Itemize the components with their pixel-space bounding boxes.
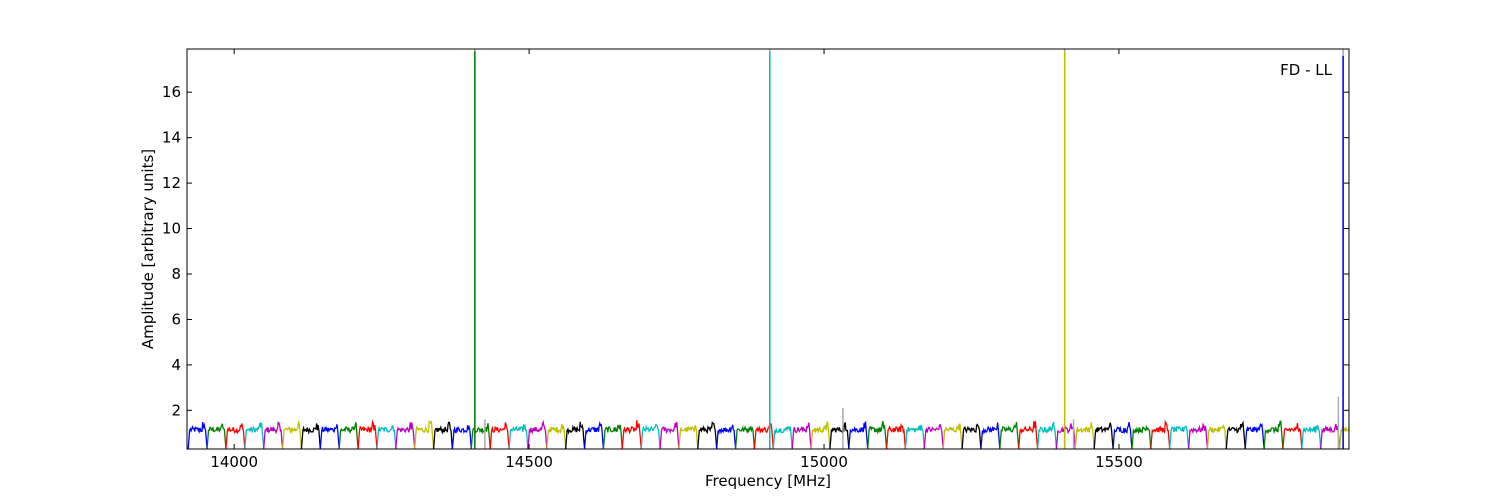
channel-series	[1131, 424, 1152, 450]
channel-series	[659, 421, 680, 450]
channel-series	[904, 424, 925, 450]
channel-series	[734, 425, 756, 450]
channel-series	[1018, 421, 1039, 450]
y-axis-label: Amplitude [arbitrary units]	[139, 149, 157, 349]
x-axis-label: Frequency [MHz]	[705, 472, 831, 490]
channel-series	[1093, 422, 1114, 450]
y-tick-label: 12	[162, 174, 181, 192]
channel-series	[1338, 425, 1350, 450]
x-tick-label: 15000	[800, 453, 848, 471]
series-layer	[187, 419, 1350, 450]
channel-series	[451, 424, 472, 450]
spike-layer	[474, 49, 1344, 449]
channel-series	[980, 422, 1001, 450]
channel-series	[527, 419, 548, 450]
plot-frame	[186, 48, 1350, 450]
channel-series	[791, 422, 812, 450]
channel-series	[999, 421, 1020, 450]
channel-series	[1150, 419, 1171, 450]
y-tick-label: 10	[162, 220, 181, 238]
plot-annotation: FD - LL	[1280, 61, 1332, 79]
y-tick-label: 8	[171, 265, 181, 283]
channel-series	[1187, 422, 1209, 450]
channel-series	[1074, 422, 1095, 450]
channel-series	[1301, 423, 1322, 450]
channel-series	[640, 424, 661, 450]
channel-series	[357, 419, 378, 450]
y-tick-label: 6	[171, 310, 181, 328]
channel-series	[1263, 420, 1284, 450]
channel-series	[263, 421, 284, 450]
channel-series	[848, 421, 869, 450]
channel-series	[414, 419, 435, 450]
x-tick-label: 14500	[505, 453, 553, 471]
y-axis-ticks: 2 4 6 8 10 12 14 16	[162, 83, 1349, 419]
channel-series	[281, 419, 303, 450]
channel-series	[1055, 423, 1076, 450]
channel-series	[1320, 423, 1341, 450]
channel-series	[810, 421, 831, 450]
channel-series	[508, 423, 529, 450]
channel-series	[565, 421, 586, 450]
channel-series	[772, 426, 793, 450]
channel-series	[1169, 425, 1190, 450]
channel-series	[187, 422, 208, 450]
x-tick-label: 14000	[210, 453, 258, 471]
channel-series	[338, 422, 359, 450]
y-tick-label: 2	[171, 401, 181, 419]
channel-series	[867, 420, 888, 450]
plot-background	[187, 49, 1349, 449]
channel-series	[1244, 422, 1265, 450]
channel-series	[942, 423, 963, 450]
channel-series	[546, 423, 567, 450]
channel-series	[716, 424, 737, 450]
channel-series	[1112, 421, 1133, 450]
channel-series	[1206, 424, 1227, 450]
y-tick-label: 14	[162, 129, 181, 147]
channel-series	[432, 421, 454, 450]
y-tick-label: 16	[162, 83, 181, 101]
channel-series	[376, 425, 397, 450]
channel-series	[225, 423, 246, 450]
channel-series	[621, 420, 642, 450]
channel-series	[489, 422, 510, 450]
y-tick-label: 4	[171, 356, 181, 374]
x-tick-label: 15500	[1095, 453, 1143, 471]
channel-series	[697, 421, 718, 450]
channel-series	[300, 423, 321, 450]
channel-series	[885, 422, 907, 450]
channel-series	[961, 423, 982, 450]
channel-series	[1282, 422, 1303, 450]
channel-series	[829, 421, 850, 450]
x-axis-ticks: 14000 14500 15000 15500	[210, 49, 1143, 471]
channel-series	[395, 422, 416, 450]
channel-series	[1225, 420, 1246, 450]
channel-series	[319, 424, 340, 450]
channel-series	[678, 424, 699, 450]
channel-series	[1036, 421, 1058, 450]
channel-series	[244, 421, 265, 450]
channel-series	[583, 420, 605, 450]
channel-series	[923, 424, 944, 450]
channel-series	[206, 423, 227, 450]
channel-series	[602, 424, 623, 450]
